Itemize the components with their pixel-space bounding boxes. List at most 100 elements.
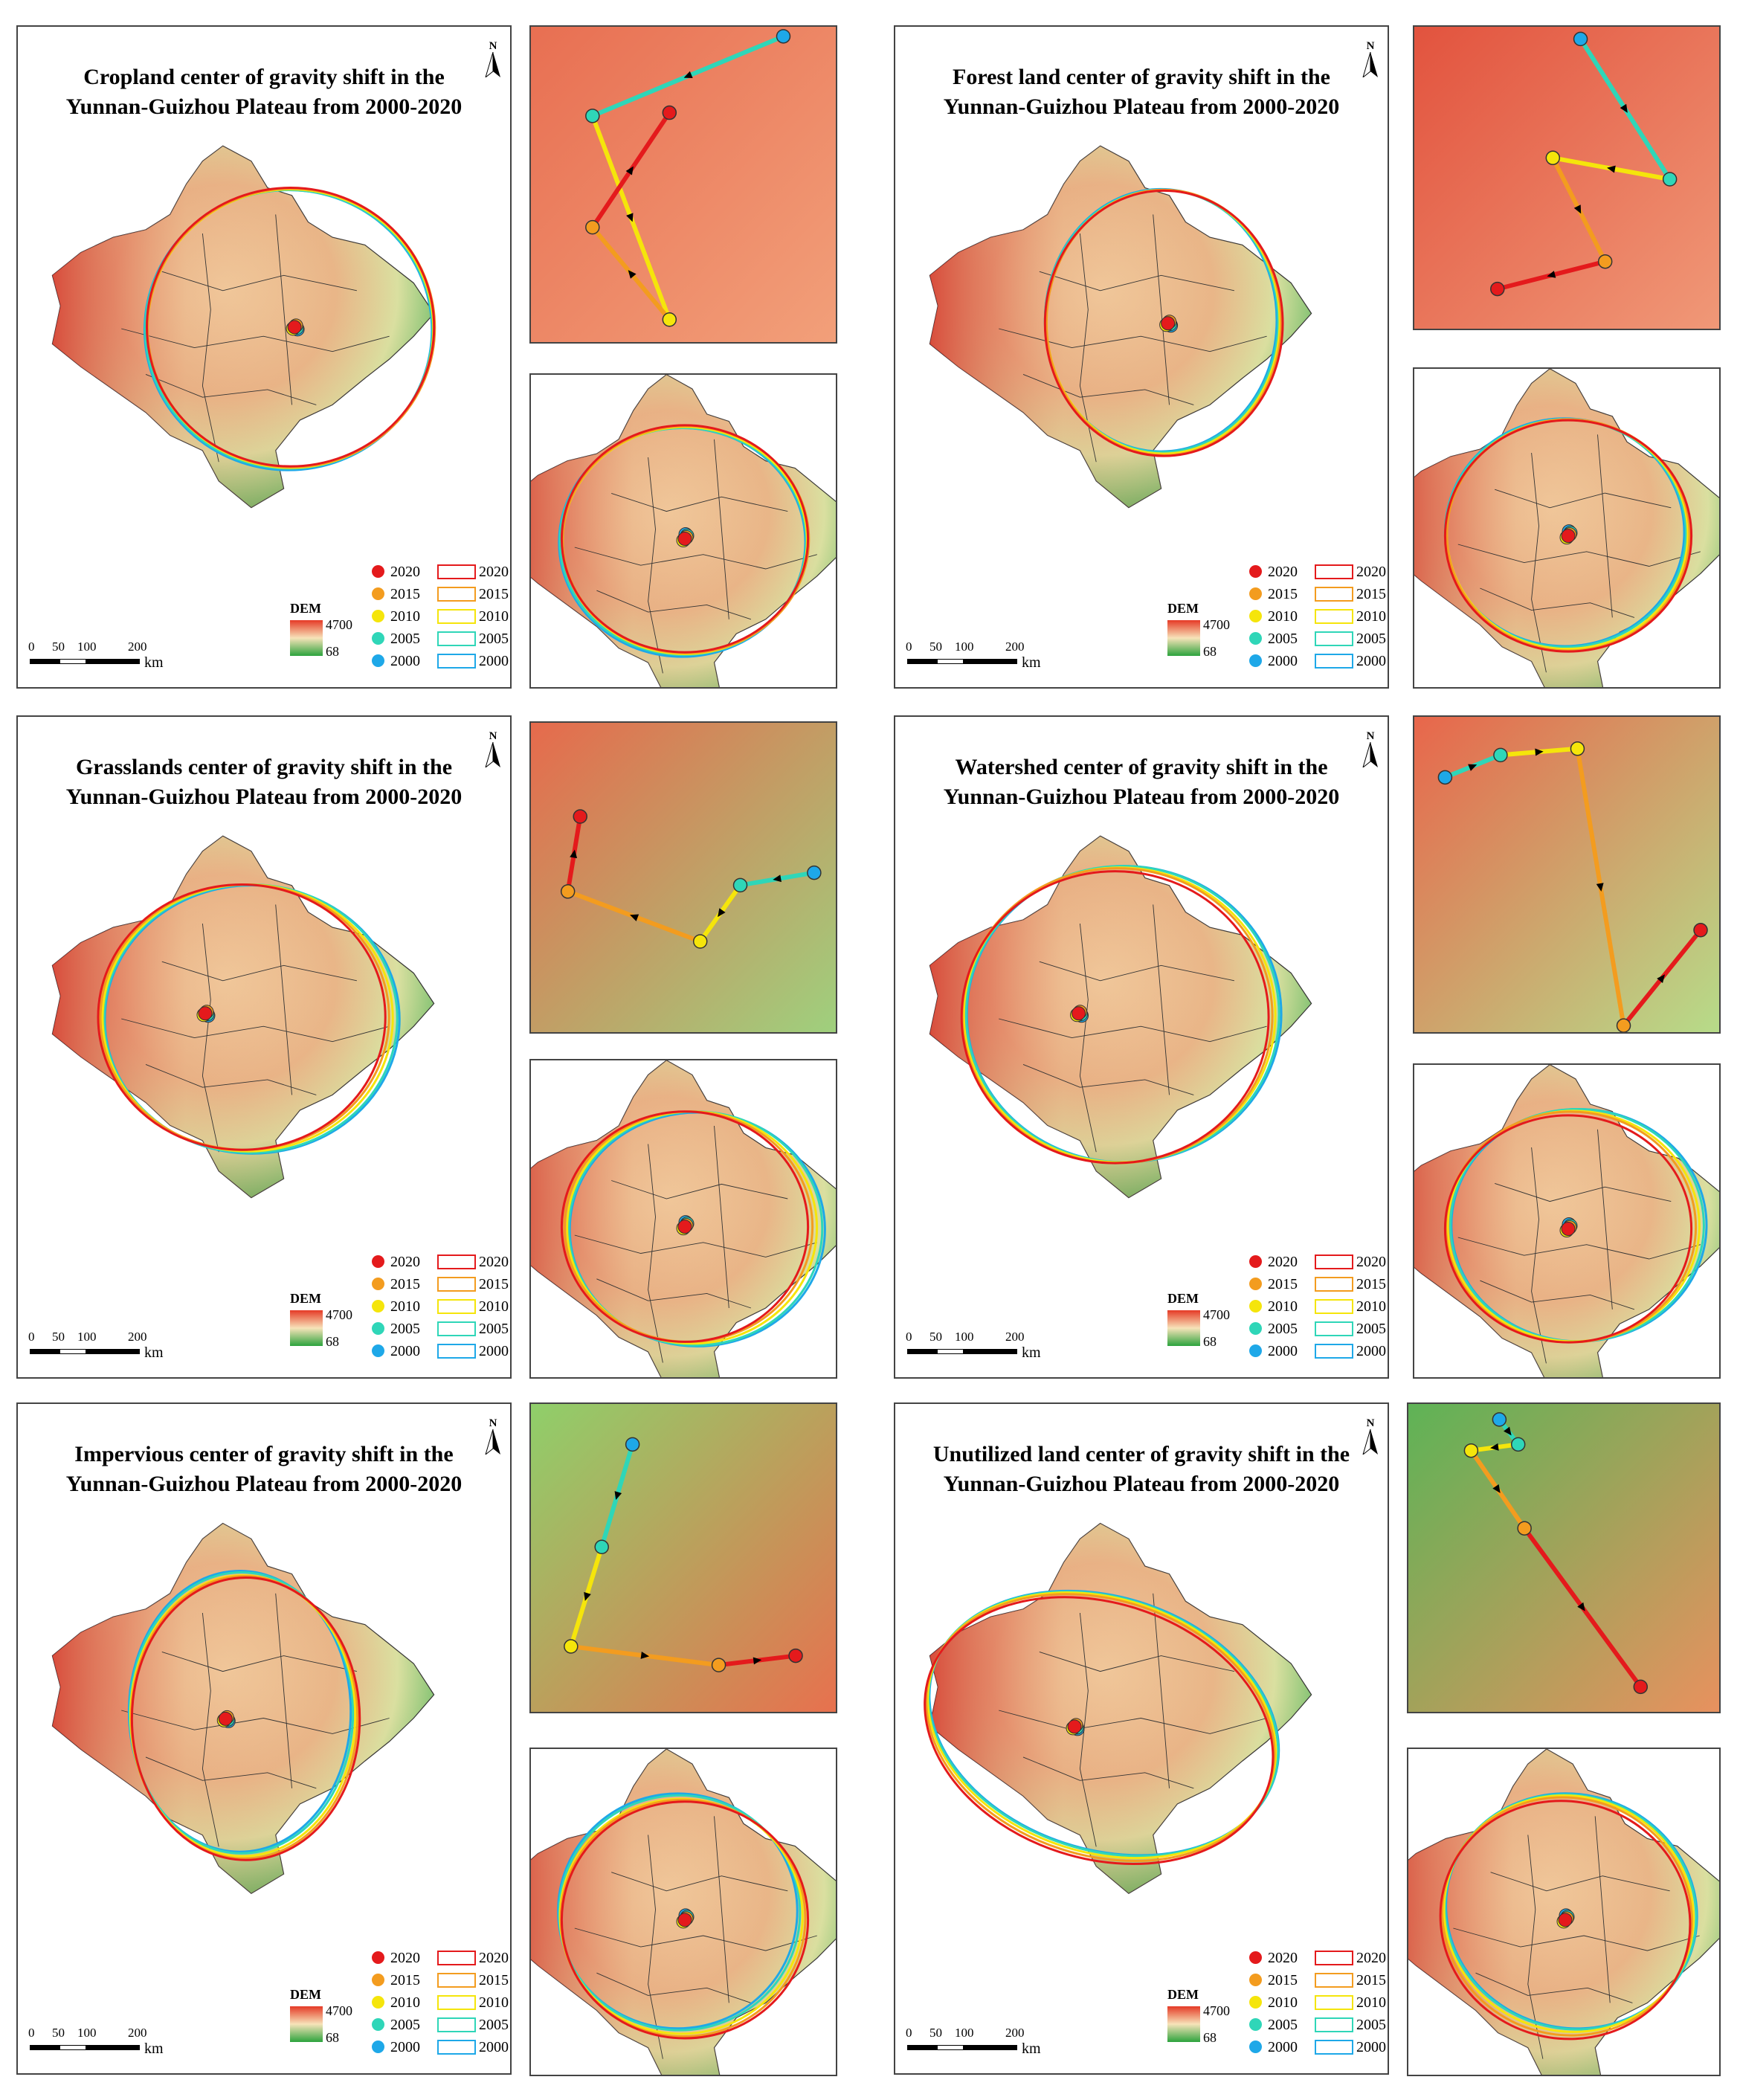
direction-arrow-icon [1504,1426,1512,1436]
legend-ellipse-2000: 2000 [1315,653,1386,670]
scale-tick-100: 100 [77,2026,97,2040]
scale-segment [86,2045,140,2050]
dem-background [1408,1404,1719,1712]
region-outline-relief [52,1523,434,1894]
boundary-line [714,1125,729,1309]
dem-min: 68 [326,1334,339,1349]
legend-ellipse-icon [1315,564,1353,579]
legend-ellipse-2020: 2020 [1315,564,1386,581]
scale-tick-0: 0 [906,640,912,654]
boundary-line [1597,1129,1613,1310]
center-point-2020 [287,320,302,335]
legend-ellipse-2005: 2005 [1315,2017,1386,2034]
legend-point-2015: 2015 [372,1276,420,1293]
dem-label: DEM [1167,1291,1199,1306]
boundary-line [648,1144,663,1363]
panel-title: Grasslands center of gravity shift in th… [18,753,510,812]
scale-segment [964,659,1017,664]
boundary-line [999,1018,1267,1043]
main-map-panel-2: Forest land center of gravity shift in t… [894,25,1389,689]
boundary-line [574,547,817,570]
legend-year: 2005 [390,631,420,647]
trajectory-point-2015 [1517,1521,1532,1536]
legend-ellipse-2010: 2010 [437,608,509,625]
legend-ellipse-icon [437,1995,476,2010]
main-map [51,1522,435,1895]
legend-dot-icon [372,2041,384,2053]
boundary-line [648,457,663,674]
trajectory-point-2010 [662,312,677,327]
legend-year: 2015 [1356,586,1386,602]
scale-segment [937,659,964,664]
scale-tick-200: 200 [128,1330,147,1344]
boundary-line [161,961,357,982]
scale-segment [59,2045,86,2050]
center-point-2020 [1067,1719,1082,1734]
scale-tick-50: 50 [929,640,942,654]
title-line-1: Unutilized land center of gravity shift … [932,1442,1350,1466]
legend-dot-icon [372,1344,384,1357]
direction-arrow-icon [1657,974,1666,983]
scale-segment [937,1349,964,1354]
legend-year: 2015 [479,1276,509,1292]
scale-tick-50: 50 [929,2026,942,2040]
legend-year: 2015 [390,586,420,602]
boundary-line [202,923,219,1153]
boundary-line [714,1816,729,2003]
legend-year: 2000 [1268,1343,1298,1359]
boundary-line [145,1756,317,1789]
ellipse-2020 [130,1576,361,1861]
scale-segment [30,1349,59,1354]
dem-background [1414,717,1719,1032]
legend-point-2000: 2000 [1249,653,1298,670]
dem-min: 68 [326,644,339,659]
trajectory-point-2000 [1437,770,1453,785]
trajectory-point-2010 [692,934,708,949]
dem-max: 4700 [326,617,352,632]
legend-year: 2000 [1268,2039,1298,2055]
trajectory-point-2020 [1693,923,1708,938]
title-line-2: Yunnan-Guizhou Plateau from 2000-2020 [943,1472,1340,1496]
direction-arrow-icon [683,71,693,79]
legend-ellipse-icon [1315,1951,1353,1965]
legend-point-2010: 2010 [372,1994,420,2012]
boundary-line [611,1180,788,1199]
direction-arrow-icon [584,1591,591,1601]
north-label: N [489,730,497,742]
title-line-1: Watershed center of gravity shift in the [955,755,1328,779]
scale-segment [937,2045,964,2050]
dem-max: 4700 [326,2003,352,2018]
legend-point-2015: 2015 [1249,586,1298,603]
dem-color-ramp [1167,1310,1200,1346]
direction-arrow-icon [1596,883,1604,892]
direction-arrow-icon [1607,165,1616,173]
trajectory-point-2015 [1597,254,1613,269]
trajectory-point-2020 [1633,1679,1649,1695]
legend-year: 2010 [1356,1994,1386,2011]
legend-year: 2005 [479,2017,509,2033]
legend-ellipse-2005: 2005 [437,2017,509,2034]
legend-dot-icon [1249,1278,1262,1290]
title-line-2: Yunnan-Guizhou Plateau from 2000-2020 [65,785,463,809]
legend-year: 2005 [1268,631,1298,647]
boundary-line [1531,452,1547,673]
main-map [929,145,1312,509]
legend-point-2010: 2010 [1249,1298,1298,1315]
legend-ellipse-2000: 2000 [1315,2039,1386,2056]
legend-year: 2000 [1356,653,1386,669]
trajectory-point-2010 [1463,1443,1479,1458]
legend-dot-icon [1249,2041,1262,2053]
boundary-line [202,233,219,463]
main-map [51,835,435,1199]
legend-ellipse-2010: 2010 [1315,1298,1386,1315]
ellipse-inset-2 [1413,367,1721,689]
main-map-panel-5: Impervious center of gravity shift in th… [16,1402,512,2075]
legend-point-2020: 2020 [1249,1950,1298,1967]
ellipse-2020 [145,187,436,468]
trajectory-inset-3 [529,721,837,1034]
boundary-line [145,373,317,405]
main-map-panel-1: Cropland center of gravity shift in the Y… [16,25,512,689]
trajectory-point-2005 [585,109,600,123]
boundary-line [1153,904,1170,1095]
legend-year: 2000 [479,653,509,669]
